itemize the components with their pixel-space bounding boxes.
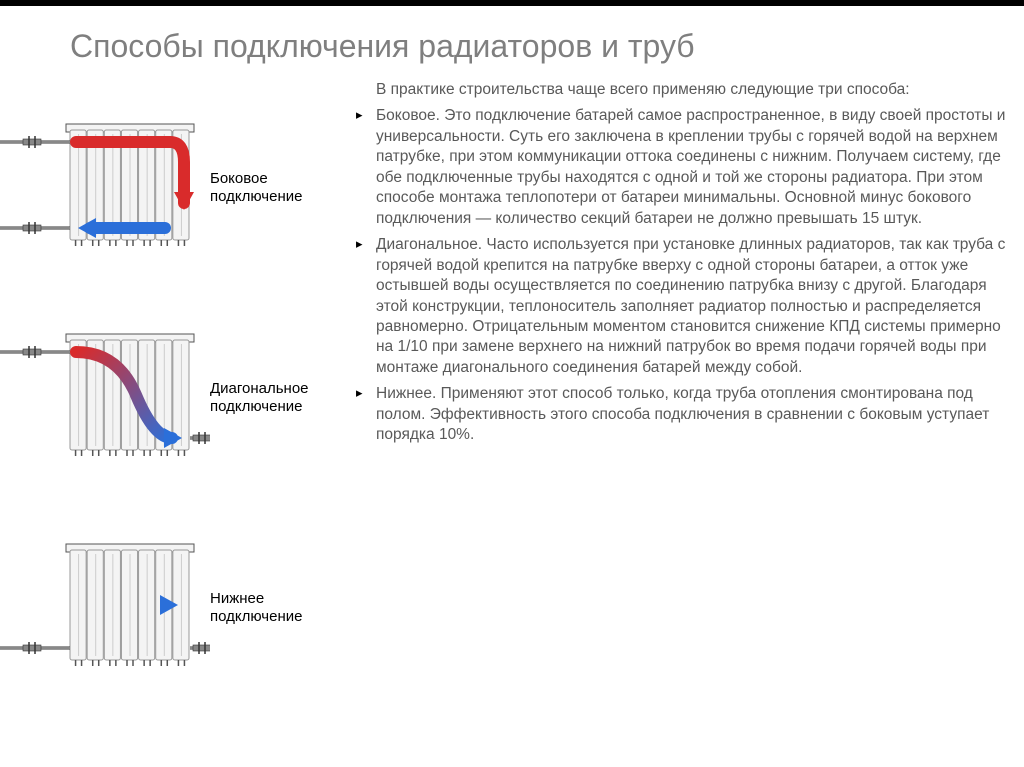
intro-text: В практике строительства чаще всего прим… xyxy=(376,80,1006,100)
accent-bar xyxy=(0,0,1024,6)
text-column: В практике строительства чаще всего прим… xyxy=(340,80,1014,767)
radiator-block: Боковоеподключение xyxy=(0,100,340,300)
bullet-item: Нижнее. Применяют этот способ только, ко… xyxy=(350,384,1006,445)
diagrams-column: Боковоеподключение Диагональноеподключен… xyxy=(0,80,340,767)
radiator-diagram-diagonal xyxy=(0,310,210,500)
bullet-item: Боковое. Это подключение батарей самое р… xyxy=(350,106,1006,229)
radiator-label: Боковоеподключение xyxy=(210,170,340,206)
slide-title: Способы подключения радиаторов и труб xyxy=(70,28,695,65)
radiator-block: Нижнееподключение xyxy=(0,520,340,720)
bullet-item: Диагональное. Часто используется при уст… xyxy=(350,235,1006,378)
radiator-block: Диагональноеподключение xyxy=(0,310,340,510)
content-area: Боковоеподключение Диагональноеподключен… xyxy=(0,80,1014,767)
radiator-label: Диагональноеподключение xyxy=(210,380,340,416)
radiator-label: Нижнееподключение xyxy=(210,590,340,626)
radiator-diagram-bottom xyxy=(0,520,210,710)
radiator-diagram-side xyxy=(0,100,210,290)
bullet-list: Боковое. Это подключение батарей самое р… xyxy=(350,106,1006,445)
